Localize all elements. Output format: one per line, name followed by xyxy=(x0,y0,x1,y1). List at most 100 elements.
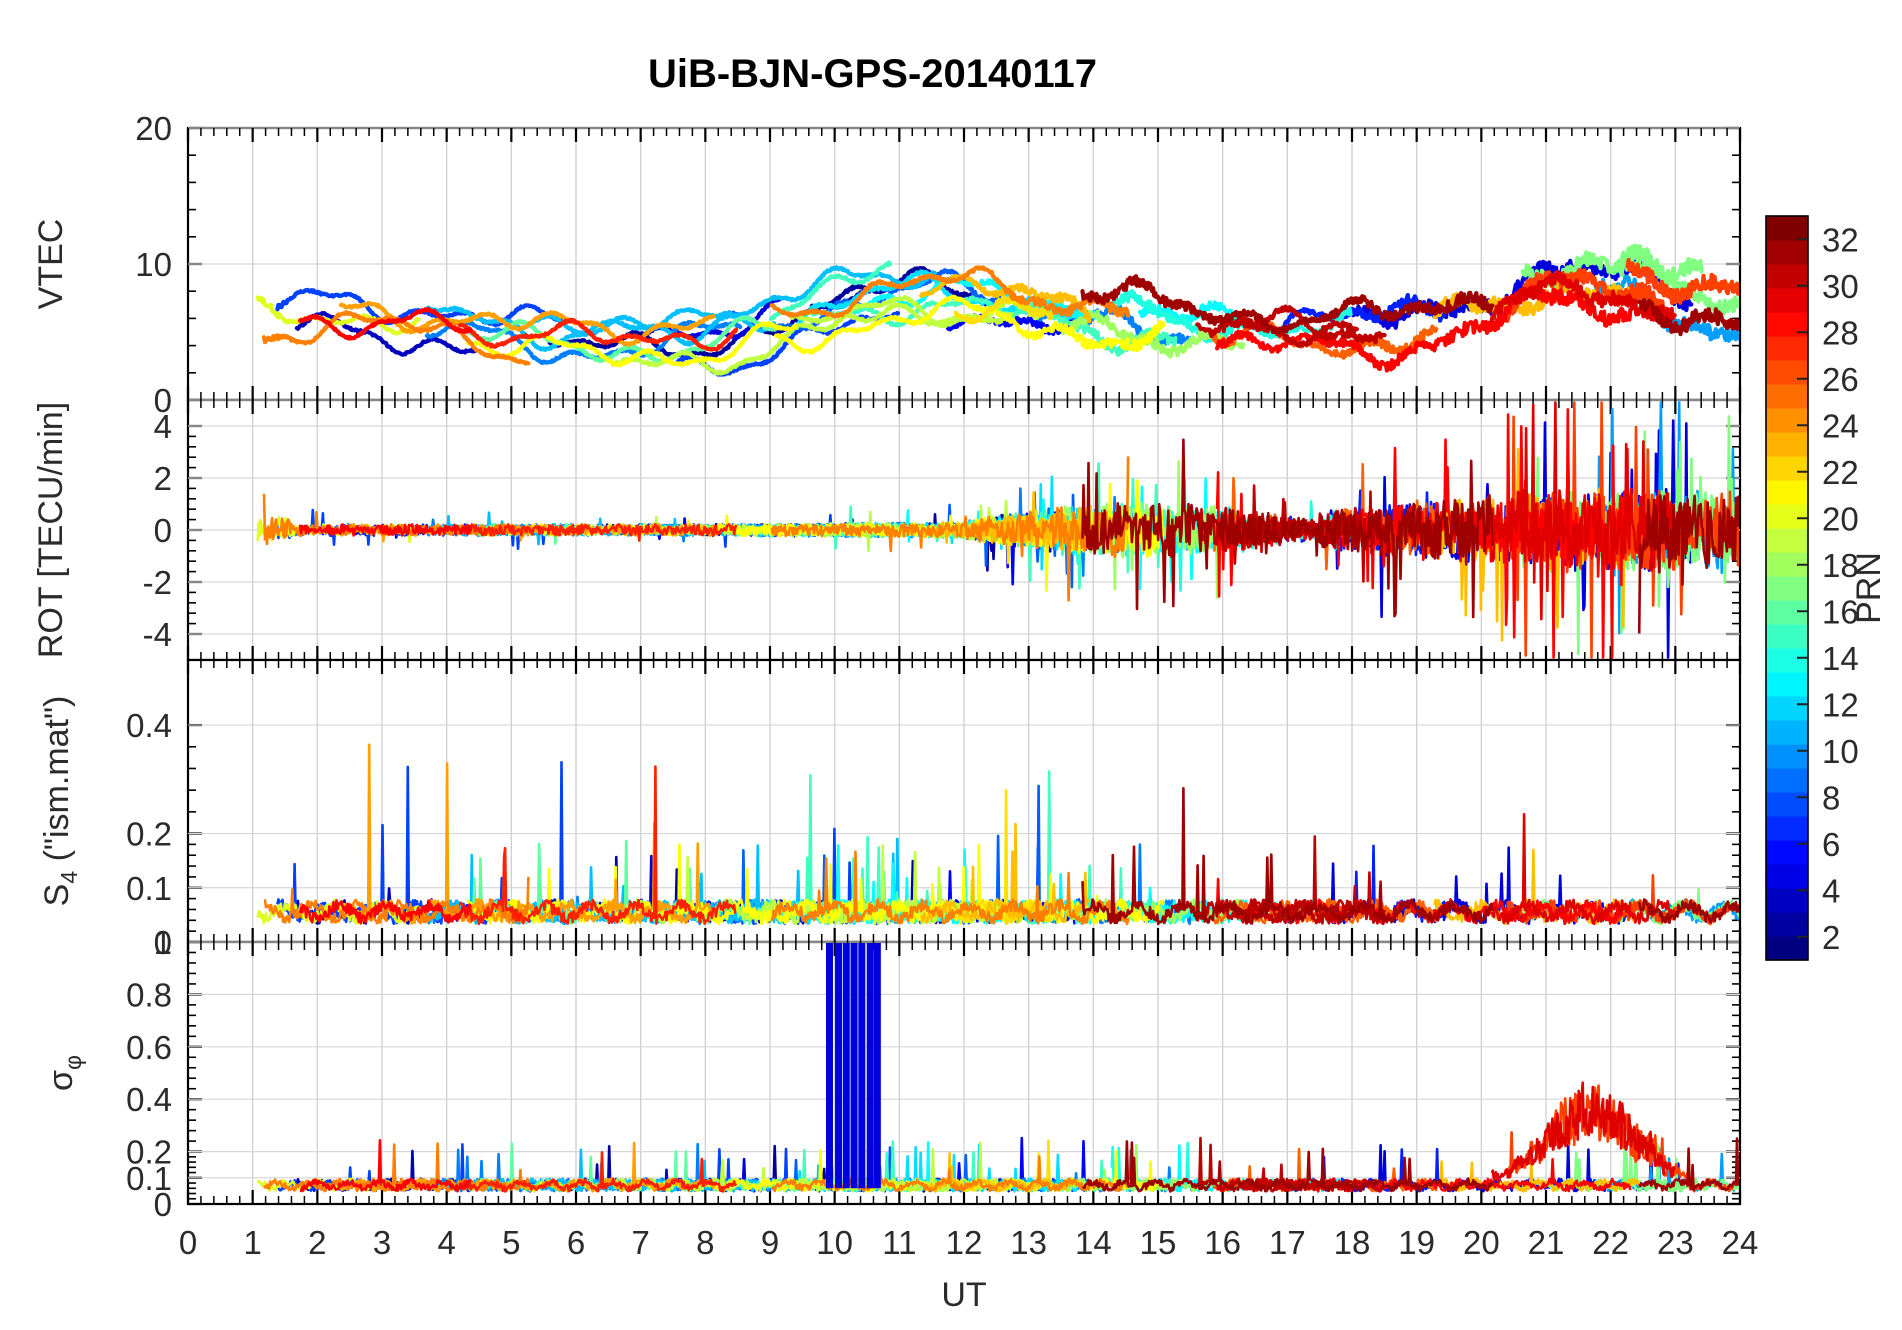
colorbar xyxy=(1765,215,1809,961)
colorbar-swatch xyxy=(1766,384,1808,409)
colorbar-tick-label: 32 xyxy=(1822,221,1859,258)
colorbar-tick-label: 18 xyxy=(1822,547,1859,584)
vtec-trace-prn-29 xyxy=(1215,284,1633,373)
colorbar-swatch xyxy=(1766,864,1808,889)
vtec-trace-prn-32 xyxy=(1080,274,1495,335)
xtick-label: 22 xyxy=(1592,1224,1629,1261)
colorbar-swatch xyxy=(1766,480,1808,505)
ytick-sigma: 0 xyxy=(154,1186,172,1223)
colorbar-swatch xyxy=(1766,624,1808,649)
ylabel-sigma-phi: σφ xyxy=(42,1055,86,1091)
xtick-label: 6 xyxy=(567,1224,585,1261)
colorbar-swatch xyxy=(1766,576,1808,601)
xtick-label: 14 xyxy=(1075,1224,1112,1261)
traces-s4 xyxy=(256,743,1739,926)
colorbar-tick-label: 8 xyxy=(1822,779,1840,816)
colorbar-swatch xyxy=(1766,240,1808,265)
s4-trace-prn-30 xyxy=(1490,813,1676,925)
xtick-label: 2 xyxy=(308,1224,326,1261)
colorbar-swatch xyxy=(1766,648,1808,673)
vtec-trace-prn-31 xyxy=(1238,312,1359,348)
ytick-sigma: 0.8 xyxy=(126,976,172,1013)
s4-trace-prn-32 xyxy=(1637,898,1739,924)
colorbar-swatch xyxy=(1766,792,1808,817)
colorbar-tick-label: 30 xyxy=(1822,268,1859,305)
ytick-sigma: 0.1 xyxy=(126,1160,172,1197)
ytick-sigma: 0.4 xyxy=(126,1081,172,1118)
ytick-rot: 2 xyxy=(154,460,172,497)
vtec-trace-prn-21 xyxy=(466,321,798,368)
ylabel-s4: S4 ("ism.mat") xyxy=(38,696,82,907)
colorbar-tick-label: 26 xyxy=(1822,361,1859,398)
xtick-label: 13 xyxy=(1010,1224,1047,1261)
xtick-label: 19 xyxy=(1398,1224,1435,1261)
vtec-trace-prn-32 xyxy=(1637,298,1739,337)
ytick-vtec: 0 xyxy=(154,382,172,419)
colorbar-swatch xyxy=(1766,912,1808,937)
ytick-s4: 0.4 xyxy=(126,707,172,744)
xtick-label: 16 xyxy=(1204,1224,1241,1261)
ytick-s4: 0 xyxy=(154,924,172,961)
colorbar-tick-label: 4 xyxy=(1822,872,1840,909)
ytick-sigma: 0.2 xyxy=(126,1134,172,1171)
vtec-trace-prn-11 xyxy=(426,305,777,352)
colorbar-tick-label: 2 xyxy=(1822,919,1840,956)
vtec-trace-prn-20 xyxy=(255,295,421,336)
colorbar-swatch xyxy=(1766,696,1808,721)
colorbar-swatch xyxy=(1766,720,1808,745)
xtick-label: 24 xyxy=(1722,1224,1759,1261)
ytick-sigma: 0.6 xyxy=(126,1029,172,1066)
xtick-label: 18 xyxy=(1334,1224,1371,1261)
rot-trace-prn-32 xyxy=(1081,438,1494,619)
s4-trace-prn-28 xyxy=(458,765,737,926)
colorbar-tick-label: 12 xyxy=(1822,686,1859,723)
ytick-rot: -4 xyxy=(143,616,172,653)
ytick-sigma: 1 xyxy=(154,924,172,961)
vtec-trace-prn-15 xyxy=(768,260,893,321)
xtick-label: 15 xyxy=(1140,1224,1177,1261)
colorbar-swatch xyxy=(1766,816,1808,841)
vtec-trace-prn-29 xyxy=(298,307,473,341)
xtick-label: 10 xyxy=(816,1224,853,1261)
xtick-label: 5 xyxy=(502,1224,520,1261)
colorbar-swatch xyxy=(1766,360,1808,385)
rot-trace-prn-29 xyxy=(298,523,472,537)
colorbar-tick-label: 28 xyxy=(1822,314,1859,351)
colorbar-swatch xyxy=(1766,288,1808,313)
colorbar-swatch xyxy=(1766,768,1808,793)
rot-trace-prn-23 xyxy=(920,491,1091,555)
vtec-trace-prn-27 xyxy=(1625,257,1739,306)
xtick-label: 0 xyxy=(179,1224,197,1261)
ylabel-rot: ROT [TECU/min] xyxy=(32,402,70,658)
xtick-label: 23 xyxy=(1657,1224,1694,1261)
colorbar-swatch xyxy=(1766,528,1808,553)
colorbar-tick-label: 20 xyxy=(1822,500,1859,537)
colorbar-swatch xyxy=(1766,936,1808,961)
colorbar-swatch xyxy=(1766,336,1808,361)
s4-trace-prn-23 xyxy=(920,822,1090,925)
xtick-label: 4 xyxy=(437,1224,455,1261)
colorbar-swatch xyxy=(1766,264,1808,289)
xtick-label: 1 xyxy=(243,1224,261,1261)
colorbar-tick-label: 10 xyxy=(1822,733,1859,770)
sigmaphi-trace-prn-30 xyxy=(1490,1081,1676,1184)
sigmaphi-trace-prn-32 xyxy=(1638,1137,1739,1192)
colorbar-swatch xyxy=(1766,408,1808,433)
colorbar-swatch xyxy=(1766,672,1808,697)
ytick-vtec: 20 xyxy=(135,110,172,147)
rot-trace-prn-25 xyxy=(770,456,1130,602)
colorbar-swatch xyxy=(1766,744,1808,769)
vtec-trace-prn-30 xyxy=(1489,269,1677,323)
colorbar-swatch xyxy=(1766,432,1808,457)
rot-trace-prn-32 xyxy=(1637,494,1739,634)
sigmaphi-trace-prn-29 xyxy=(299,1139,472,1193)
colorbar-swatch xyxy=(1766,504,1808,529)
ytick-rot: -2 xyxy=(143,564,172,601)
colorbar-tick-label: 16 xyxy=(1822,593,1859,630)
xtick-label: 9 xyxy=(761,1224,779,1261)
ytick-s4: 0.1 xyxy=(126,870,172,907)
colorbar-label: PRN xyxy=(1850,552,1888,624)
ytick-rot: 4 xyxy=(154,408,172,445)
